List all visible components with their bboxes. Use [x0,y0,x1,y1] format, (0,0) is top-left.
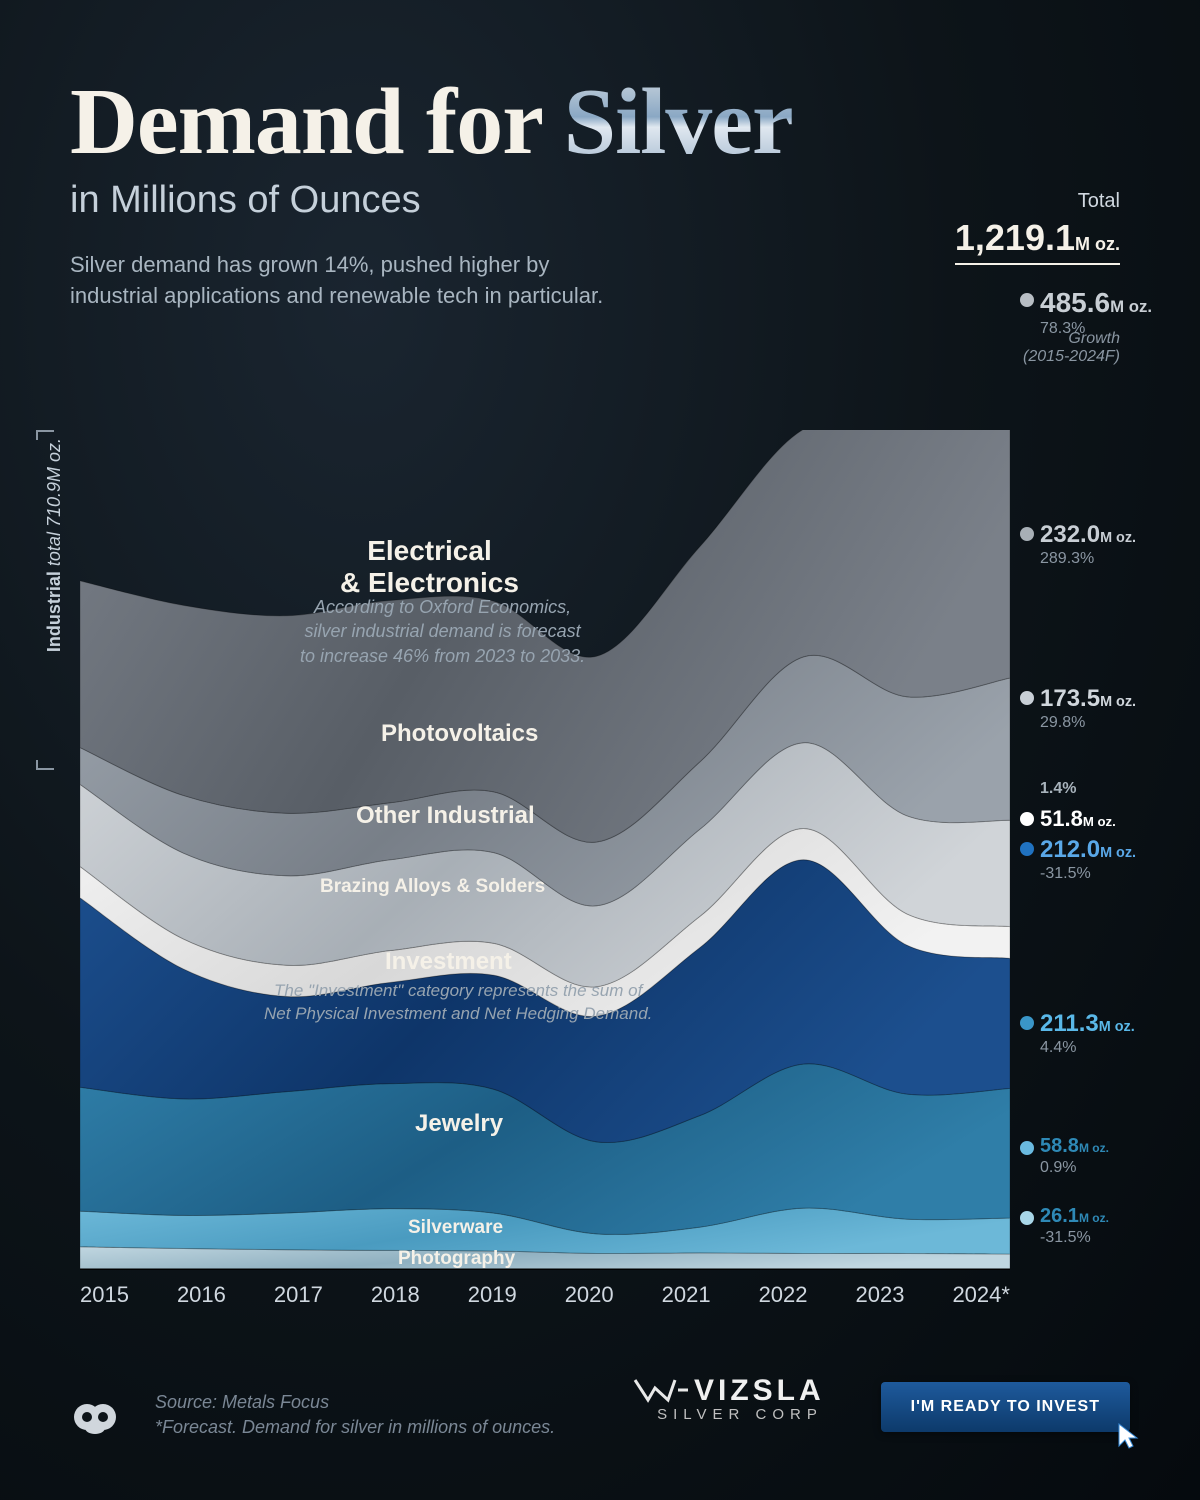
x-tick: 2017 [274,1282,323,1308]
end-label: 58.8M oz.0.9% [1040,1135,1190,1177]
total-label: Total [955,190,1120,213]
band-label: Other Industrial [356,802,535,830]
band-note: According to Oxford Economics, silver in… [300,595,585,668]
end-label: 51.8M oz. [1040,806,1190,832]
end-label: 232.0M oz.289.3% [1040,521,1190,568]
band-label: Silverware [408,1217,503,1239]
title-silver: Silver [564,70,793,174]
x-tick: 2021 [662,1282,711,1308]
band-label: Jewelry [415,1110,503,1138]
x-tick: 2024* [952,1282,1010,1308]
x-tick: 2016 [177,1282,226,1308]
end-label: 485.6M oz.78.3% [1040,287,1190,338]
footer: Source: Metals Focus *Forecast. Demand f… [0,1372,1200,1452]
intro-text: Silver demand has grown 14%, pushed high… [70,250,610,312]
industrial-axis-label: Industrial total 710.9M oz. [40,430,69,660]
end-label: 211.3M oz.4.4% [1040,1010,1190,1057]
band-label: Electrical & Electronics [340,535,519,599]
brand-logo: VIZSLA SILVER CORP [630,1372,850,1423]
band-label: Investment [385,948,512,976]
end-label: 26.1M oz.-31.5% [1040,1205,1190,1247]
x-axis: 2015 2016 2017 2018 2019 2020 2021 2022 2023 2024… [80,1282,1010,1308]
x-tick: 2018 [371,1282,420,1308]
axis-bracket-icon [36,760,54,770]
monkey-logo-icon [70,1392,120,1442]
title-block: Demand for Silver in Millions of Ounces … [70,75,793,312]
subtitle: in Millions of Ounces [70,179,793,222]
end-label: 1.4% [1040,780,1190,798]
x-tick: 2015 [80,1282,129,1308]
total-value: 1,219.1M oz. [955,217,1120,265]
cursor-icon [1115,1422,1145,1452]
band-label: Brazing Alloys & Solders [320,876,545,898]
band-label: Photovoltaics [381,720,538,748]
x-tick: 2022 [759,1282,808,1308]
source-note: Source: Metals Focus *Forecast. Demand f… [155,1390,555,1440]
svg-text:VIZSLA: VIZSLA [694,1374,825,1406]
stacked-area-chart [80,430,1010,1270]
page-title: Demand for Silver [70,75,793,169]
band-label: Photography [398,1248,515,1270]
end-label: 173.5M oz.29.8% [1040,685,1190,732]
total-block: Total 1,219.1M oz. [955,190,1120,265]
end-label: 212.0M oz.-31.5% [1040,836,1190,883]
x-tick: 2020 [565,1282,614,1308]
x-tick: 2019 [468,1282,517,1308]
band-note: The "Investment" category represents the… [264,980,652,1026]
x-tick: 2023 [856,1282,905,1308]
invest-button[interactable]: I'M READY TO INVEST [881,1382,1130,1432]
title-prefix: Demand for [70,70,564,174]
